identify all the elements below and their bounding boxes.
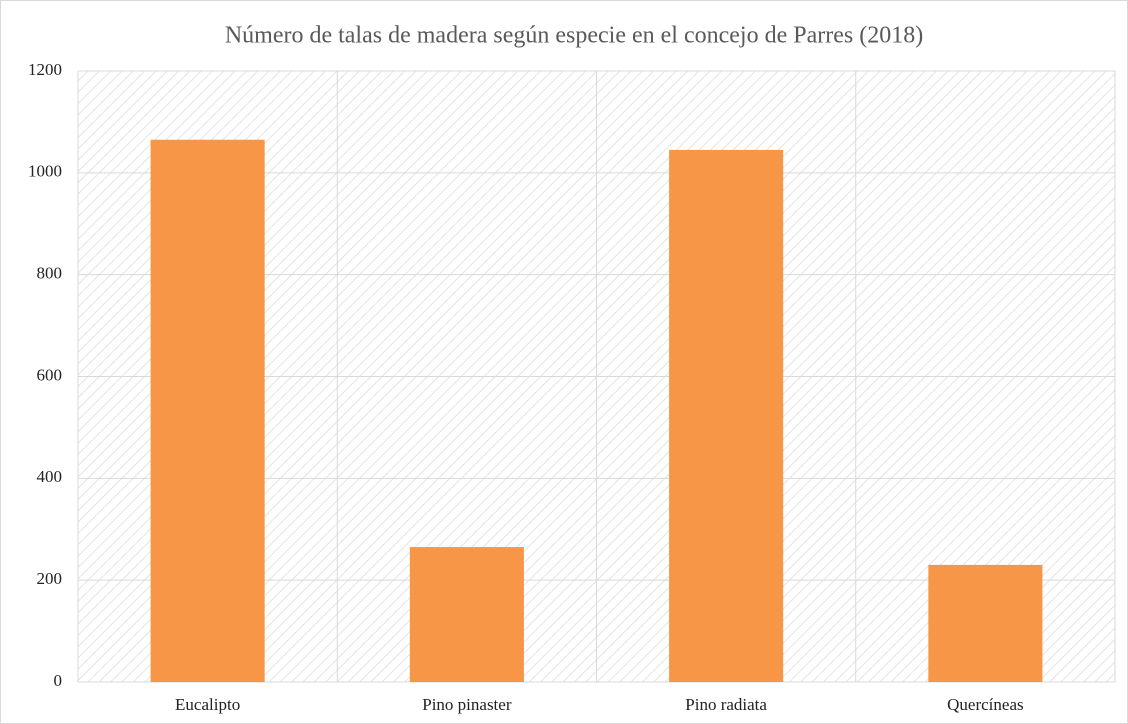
bar (409, 547, 524, 682)
y-tick-label: 0 (54, 671, 63, 690)
x-tick-label: Eucalipto (175, 695, 240, 714)
y-tick-label: 1200 (28, 60, 62, 79)
bar (150, 139, 265, 683)
chart-title: Número de talas de madera según especie … (225, 23, 923, 49)
x-tick-label: Pino radiata (685, 695, 767, 714)
y-tick-label: 1000 (28, 162, 62, 181)
x-tick-label: Pino pinaster (422, 695, 512, 714)
y-tick-label: 400 (37, 467, 63, 486)
y-tick-label: 800 (37, 264, 63, 283)
x-tick-label: Quercíneas (947, 695, 1023, 714)
bar (928, 564, 1043, 682)
bar (669, 149, 784, 682)
y-tick-label: 200 (37, 569, 63, 588)
y-tick-label: 600 (37, 365, 63, 384)
